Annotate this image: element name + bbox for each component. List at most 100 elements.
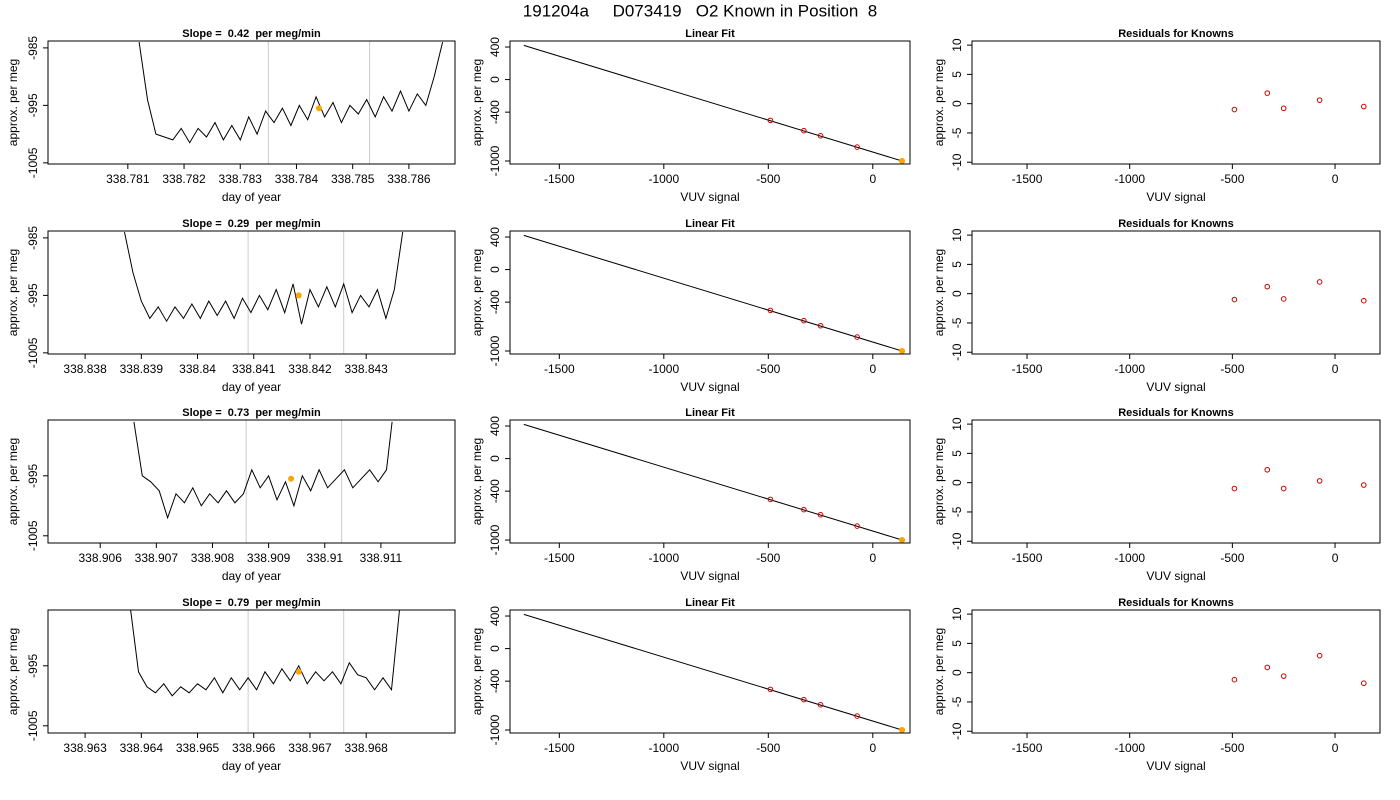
x-tick-label: 0 <box>869 551 876 565</box>
data-point <box>1280 296 1287 302</box>
x-tick-label: -1000 <box>1114 172 1145 186</box>
plot-frame <box>47 609 456 734</box>
plot-frame <box>971 40 1381 165</box>
y-tick-label: 5 <box>950 640 964 647</box>
x-tick-label: 338.908 <box>191 551 235 565</box>
x-tick-label: 338.841 <box>232 362 276 376</box>
y-tick-label: -1000 <box>488 524 502 555</box>
y-tick-label: -5 <box>950 696 964 707</box>
data-line <box>124 231 404 325</box>
fit-line <box>523 234 903 352</box>
x-tick-label: -500 <box>756 172 780 186</box>
x-axis-label: VUV signal <box>1146 380 1205 394</box>
panel: Residuals for Knowns -1500 -1000 -500 0 -10 -5… <box>932 28 1381 204</box>
x-tick-label: -500 <box>756 741 780 755</box>
x-axis-label: VUV signal <box>680 569 739 583</box>
x-axis-label: day of year <box>222 569 281 583</box>
x-tick-label: 0 <box>1332 172 1339 186</box>
plot-frame <box>509 230 911 355</box>
panel-title: Residuals for Knowns <box>1118 597 1234 609</box>
x-tick-label: 338.843 <box>344 362 388 376</box>
y-axis-label: approx. per meg <box>932 59 946 146</box>
x-tick-label: 338.963 <box>63 741 107 755</box>
x-tick-label: -1500 <box>544 172 575 186</box>
data-point <box>1231 485 1238 492</box>
x-tick-label: -500 <box>1220 741 1244 755</box>
data-point <box>1360 680 1367 687</box>
y-tick-label: -5 <box>950 317 964 328</box>
x-tick-label: -1000 <box>1114 741 1145 755</box>
plot-area <box>1231 652 1367 687</box>
y-tick-label: 0 <box>488 645 502 652</box>
highlight-point <box>899 726 906 733</box>
y-axis-label: approx. per meg <box>6 628 20 715</box>
y-axis-label: approx. per meg <box>6 438 20 525</box>
plot-area <box>130 610 400 733</box>
panel: Slope = 0.73 per meg/min 338.906 338.907 33… <box>6 407 456 583</box>
y-tick-label: 5 <box>950 450 964 457</box>
panel: Residuals for Knowns -1500 -1000 -500 0 -10 -5… <box>932 597 1381 773</box>
data-point <box>767 117 774 124</box>
panel: Linear Fit -1500 -1000 -500 0 -1000 -400 0 400 VU… <box>470 28 911 204</box>
x-tick-label: 338.781 <box>106 172 150 186</box>
x-tick-label: 0 <box>869 362 876 376</box>
y-tick-label: -10 <box>950 532 964 550</box>
data-point <box>767 686 774 693</box>
y-tick-label: -995 <box>26 653 40 677</box>
data-point <box>817 511 824 518</box>
x-axis-label: VUV signal <box>680 759 739 773</box>
data-point <box>1360 103 1367 110</box>
x-tick-label: 338.84 <box>179 362 216 376</box>
y-tick-label: -400 <box>488 669 502 693</box>
x-tick-label: -1500 <box>1012 362 1043 376</box>
plot-area <box>523 423 906 543</box>
x-tick-label: -1000 <box>648 551 679 565</box>
y-tick-label: -5 <box>950 506 964 517</box>
x-axis-label: VUV signal <box>1146 569 1205 583</box>
data-point <box>1231 106 1238 113</box>
y-tick-label: 10 <box>950 417 964 431</box>
highlight-point <box>899 536 906 543</box>
panel: Linear Fit -1500 -1000 -500 0 -1000 -400 0 400 VU… <box>470 218 911 394</box>
x-tick-label: 338.967 <box>288 741 332 755</box>
x-tick-label: -500 <box>1220 362 1244 376</box>
y-axis-label: approx. per meg <box>932 628 946 715</box>
panel: Slope = 0.29 per meg/min 338.838 338.839 33… <box>6 218 456 394</box>
panel-title: Slope = 0.42 per meg/min <box>182 28 321 40</box>
plot-area <box>1231 466 1367 492</box>
data-point <box>1280 485 1287 492</box>
y-axis-label: approx. per meg <box>932 249 946 336</box>
y-tick-label: -995 <box>26 93 40 117</box>
y-axis-label: approx. per meg <box>470 628 484 715</box>
data-point <box>767 496 774 503</box>
y-tick-label: 400 <box>488 606 502 626</box>
panel-title: Linear Fit <box>685 28 735 40</box>
x-tick-label: -500 <box>756 551 780 565</box>
data-line <box>133 421 393 520</box>
x-axis-label: day of year <box>222 190 281 204</box>
x-tick-label: 338.965 <box>176 741 220 755</box>
y-tick-label: -1000 <box>488 714 502 745</box>
y-tick-label: -1005 <box>26 710 40 741</box>
x-tick-label: 338.786 <box>387 172 431 186</box>
data-point <box>817 701 824 708</box>
panel: Slope = 0.42 per meg/min 338.781 338.782 33… <box>6 28 456 204</box>
page-title: 191204a D073419 O2 Known in Position 8 <box>523 1 877 20</box>
y-axis-label: approx. per meg <box>470 59 484 146</box>
y-tick-label: 400 <box>488 227 502 247</box>
x-tick-label: 338.909 <box>247 551 291 565</box>
y-tick-label: -400 <box>488 100 502 124</box>
y-tick-label: 400 <box>488 37 502 57</box>
y-axis-label: approx. per meg <box>470 438 484 525</box>
y-tick-label: -1005 <box>26 147 40 178</box>
x-axis-label: VUV signal <box>680 190 739 204</box>
panel: Slope = 0.79 per meg/min 338.963 338.964 33… <box>6 597 456 773</box>
plot-frame <box>47 419 456 544</box>
panel: Linear Fit -1500 -1000 -500 0 -1000 -400 0 400 VU… <box>470 597 911 773</box>
x-tick-label: -1500 <box>1012 551 1043 565</box>
plot-area <box>133 420 393 543</box>
plot-frame <box>47 40 456 165</box>
x-axis-label: VUV signal <box>1146 190 1205 204</box>
